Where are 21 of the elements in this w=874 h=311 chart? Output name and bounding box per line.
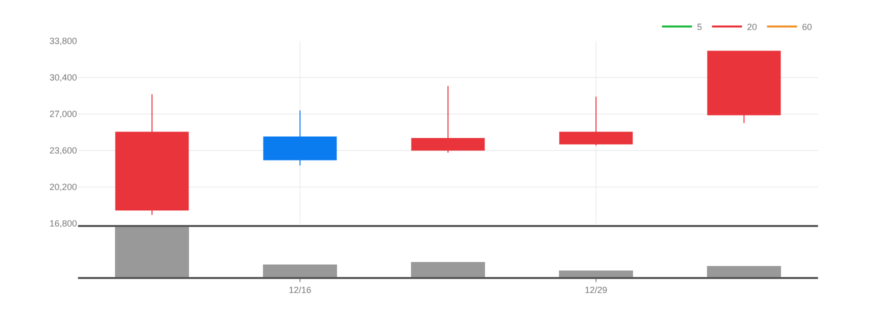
candlestick (263, 110, 337, 166)
bar (115, 226, 189, 277)
bar (707, 266, 781, 277)
candlestick (559, 96, 633, 146)
bar (559, 270, 633, 277)
candlestick (411, 85, 485, 154)
bar (263, 264, 337, 277)
legend-label: 60 (802, 22, 812, 32)
x-tick-label: 12/29 (584, 284, 608, 295)
x-tick-label: 12/16 (288, 284, 312, 295)
y-tick-label: 16,800 (49, 218, 77, 229)
candlestick (707, 50, 781, 124)
y-tick-label: 23,600 (49, 146, 77, 156)
y-tick-label: 27,000 (49, 109, 77, 120)
y-tick-label: 30,400 (49, 72, 77, 83)
legend-label: 5 (697, 22, 702, 32)
y-tick-label: 33,800 (49, 36, 77, 46)
bar (411, 262, 485, 277)
candlestick (115, 94, 189, 216)
y-tick-label: 20,200 (49, 182, 77, 192)
legend-label: 20 (747, 22, 758, 32)
